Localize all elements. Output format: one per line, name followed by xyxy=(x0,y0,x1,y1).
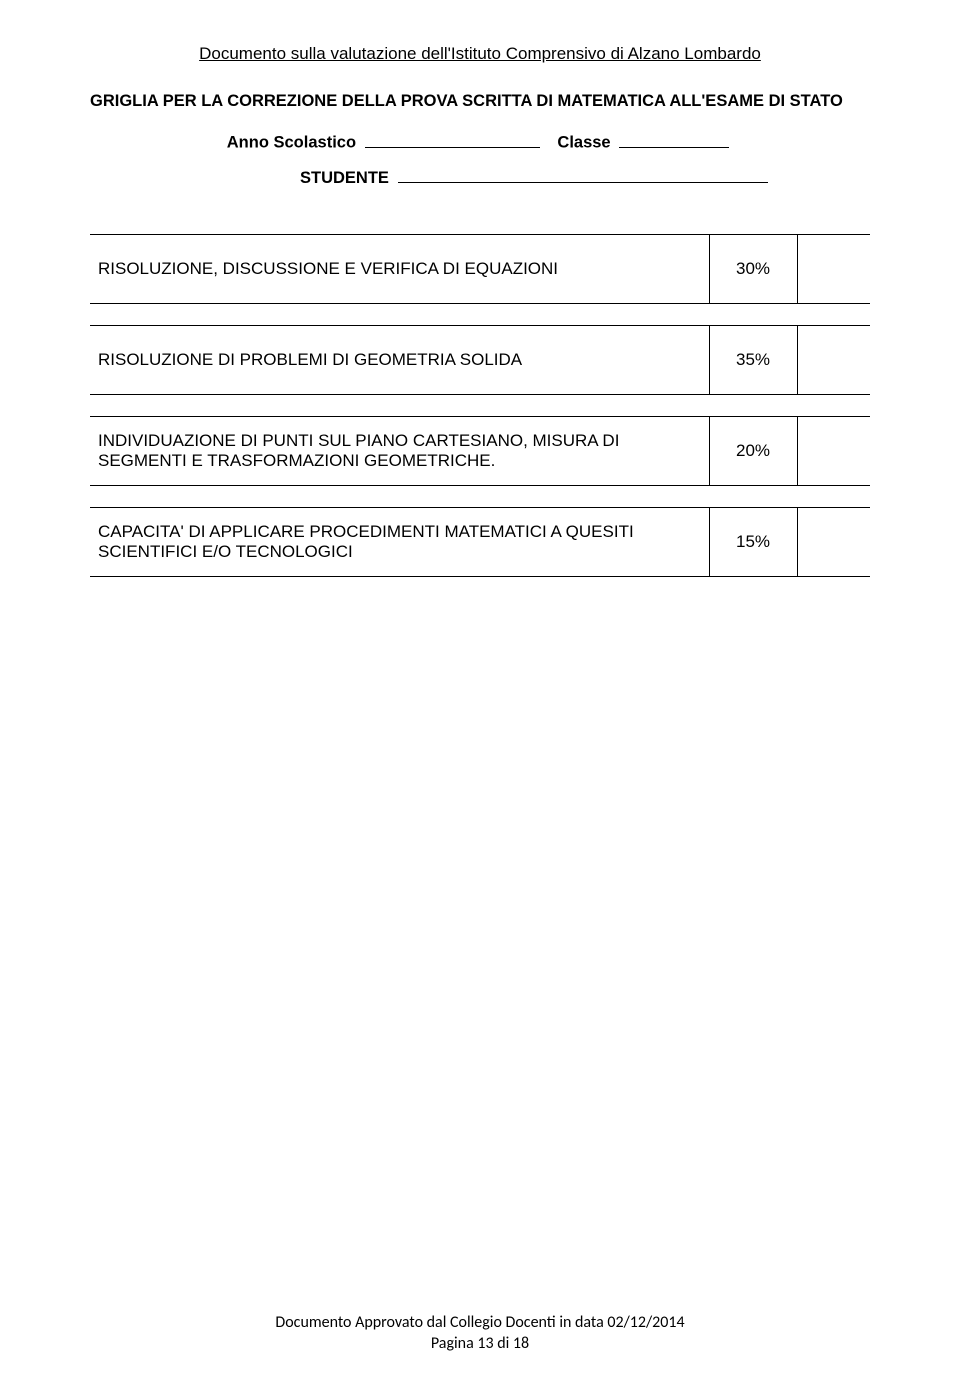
anno-blank xyxy=(365,131,540,148)
form-year-class: Anno Scolastico Classe xyxy=(90,131,870,153)
table-row: INDIVIDUAZIONE DI PUNTI SUL PIANO CARTES… xyxy=(90,417,870,486)
criteria-score-cell xyxy=(797,326,870,395)
criteria-desc: INDIVIDUAZIONE DI PUNTI SUL PIANO CARTES… xyxy=(90,417,709,486)
table-row: RISOLUZIONE DI PROBLEMI DI GEOMETRIA SOL… xyxy=(90,326,870,395)
criteria-pct: 30% xyxy=(709,235,797,304)
row-spacer xyxy=(90,395,870,417)
criteria-table: RISOLUZIONE, DISCUSSIONE E VERIFICA DI E… xyxy=(90,234,870,577)
criteria-desc: CAPACITA' DI APPLICARE PROCEDIMENTI MATE… xyxy=(90,508,709,577)
footer-approval: Documento Approvato dal Collegio Docenti… xyxy=(0,1312,960,1334)
page-footer: Documento Approvato dal Collegio Docenti… xyxy=(0,1312,960,1355)
studente-label: STUDENTE xyxy=(300,169,389,187)
criteria-desc: RISOLUZIONE DI PROBLEMI DI GEOMETRIA SOL… xyxy=(90,326,709,395)
table-row: CAPACITA' DI APPLICARE PROCEDIMENTI MATE… xyxy=(90,508,870,577)
page-title: GRIGLIA PER LA CORREZIONE DELLA PROVA SC… xyxy=(90,92,870,111)
footer-page-number: Pagina 13 di 18 xyxy=(0,1333,960,1355)
table-row: RISOLUZIONE, DISCUSSIONE E VERIFICA DI E… xyxy=(90,235,870,304)
criteria-pct: 15% xyxy=(709,508,797,577)
anno-label: Anno Scolastico xyxy=(227,134,356,152)
criteria-score-cell xyxy=(797,417,870,486)
doc-header: Documento sulla valutazione dell'Istitut… xyxy=(90,44,870,64)
criteria-desc: RISOLUZIONE, DISCUSSIONE E VERIFICA DI E… xyxy=(90,235,709,304)
classe-blank xyxy=(619,131,729,148)
criteria-pct: 20% xyxy=(709,417,797,486)
criteria-score-cell xyxy=(797,235,870,304)
row-spacer xyxy=(90,486,870,508)
criteria-score-cell xyxy=(797,508,870,577)
form-student: STUDENTE xyxy=(300,167,870,189)
row-spacer xyxy=(90,304,870,326)
studente-blank xyxy=(398,167,768,184)
classe-label: Classe xyxy=(557,134,610,152)
criteria-pct: 35% xyxy=(709,326,797,395)
